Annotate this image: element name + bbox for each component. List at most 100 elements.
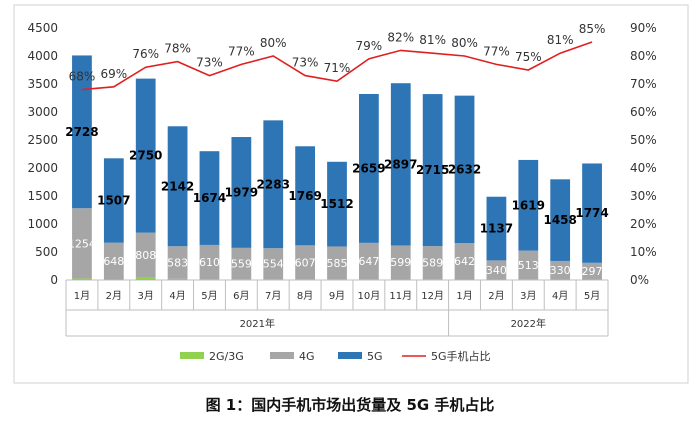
- legend-label: 5G手机占比: [431, 349, 491, 363]
- bar-2g3g: [358, 279, 379, 280]
- y-left-tick-label: 3500: [27, 77, 58, 91]
- bar-4g: [422, 246, 443, 280]
- x-tick-label: 6月: [233, 290, 249, 302]
- bar-2g3g: [518, 279, 539, 280]
- y-right-tick-label: 50%: [630, 133, 657, 147]
- y-right-tick-label: 30%: [630, 189, 657, 203]
- data-label-4g: 330: [550, 264, 571, 277]
- x-tick-label: 1月: [74, 290, 90, 302]
- bar-5g: [390, 83, 411, 246]
- x-tick-label: 10月: [358, 290, 381, 302]
- bar-5g: [231, 137, 252, 248]
- bar-5g: [582, 163, 602, 263]
- data-label-4g: 610: [199, 256, 220, 269]
- chart-frame: [13, 4, 689, 384]
- data-label-5g: 2632: [448, 162, 481, 176]
- y-left-tick-label: 500: [35, 245, 58, 259]
- bar-2g3g: [199, 279, 220, 280]
- bar-4g: [167, 246, 188, 279]
- bar-5g: [103, 158, 124, 243]
- data-label-4g: 607: [295, 256, 316, 269]
- data-label-pct: 76%: [132, 47, 159, 61]
- bar-4g: [263, 248, 284, 280]
- line-layer: [81, 41, 593, 91]
- bar-2g3g: [103, 278, 124, 280]
- data-label-4g: 297: [582, 265, 603, 278]
- y-right-tick-label: 10%: [630, 245, 657, 259]
- bar-2g3g: [486, 279, 507, 280]
- data-label-5g: 1769: [288, 189, 321, 203]
- x-tick-label: 4月: [552, 290, 568, 302]
- legend-swatch: [338, 352, 362, 359]
- labels-layer: 1254 2728 648 1507 808 2750 583 2142 610 1674 559 1…: [65, 22, 609, 278]
- bar-2g3g: [72, 278, 92, 280]
- y-left-tick-label: 1500: [27, 189, 58, 203]
- bar-4g: [199, 244, 220, 280]
- bar-4g: [454, 243, 475, 279]
- data-label-5g: 1979: [225, 185, 258, 199]
- data-label-pct: 71%: [324, 61, 351, 75]
- y-right-tick-label: 80%: [630, 49, 657, 63]
- bar-5g: [422, 94, 443, 247]
- x-tick-label: 1月: [456, 290, 472, 302]
- data-label-4g: 642: [454, 255, 475, 268]
- data-label-4g: 585: [327, 257, 348, 270]
- y-left-tick-label: 4000: [27, 49, 58, 63]
- data-label-pct: 68%: [69, 70, 96, 84]
- bar-4g: [295, 245, 316, 280]
- bar-5g: [295, 146, 316, 246]
- bar-2g3g: [263, 279, 284, 280]
- data-label-pct: 81%: [547, 33, 574, 47]
- bar-5g: [327, 161, 347, 247]
- bar-4g: [486, 260, 507, 280]
- data-label-pct: 73%: [292, 56, 319, 70]
- data-label-5g: 2659: [352, 161, 385, 175]
- bar-2g3g: [550, 279, 571, 280]
- legend-swatch: [270, 352, 294, 359]
- data-label-5g: 2715: [416, 163, 449, 177]
- data-label-4g: 808: [135, 249, 156, 262]
- data-label-5g: 2142: [161, 179, 194, 193]
- bar-2g3g: [422, 279, 443, 280]
- data-label-pct: 80%: [451, 36, 478, 50]
- bar-2g3g: [582, 279, 602, 280]
- y-left-tick-label: 3000: [27, 105, 58, 119]
- data-label-5g: 1458: [543, 213, 576, 227]
- bar-2g3g: [454, 278, 475, 280]
- data-label-5g: 1512: [320, 197, 353, 211]
- y-right-tick-label: 70%: [630, 77, 657, 91]
- bar-2g3g: [295, 279, 316, 280]
- group-label: 2021年: [240, 317, 275, 330]
- x-tick-label: 2月: [488, 290, 504, 302]
- x-tick-label: 3月: [138, 290, 154, 302]
- bar-4g: [582, 262, 602, 280]
- x-tick-label: 12月: [421, 290, 444, 302]
- data-label-5g: 1619: [512, 198, 545, 212]
- data-label-5g: 1137: [480, 222, 513, 236]
- data-label-pct: 77%: [228, 44, 255, 58]
- data-label-pct: 81%: [419, 33, 446, 47]
- bar-4g: [231, 247, 252, 280]
- y-right-tick-label: 60%: [630, 105, 657, 119]
- y-right-tick-label: 0%: [630, 273, 649, 287]
- data-label-5g: 2283: [257, 177, 290, 191]
- bar-5g: [550, 179, 571, 261]
- bar-4g: [103, 242, 124, 279]
- bar-2g3g: [231, 279, 252, 280]
- bars-layer: [72, 55, 602, 280]
- y-right-tick-label: 20%: [630, 217, 657, 231]
- data-label-4g: 648: [103, 255, 124, 268]
- bar-5g: [454, 95, 475, 244]
- data-label-4g: 1254: [68, 237, 96, 250]
- data-label-5g: 2728: [65, 125, 98, 139]
- data-label-pct: 82%: [387, 30, 414, 44]
- bar-4g: [550, 260, 571, 280]
- axes-layer: 0 500 1000 1500 2000 2500 3000 3500 4000 4500 0% 10…: [27, 21, 657, 337]
- legend-layer: 2G/3G 4G 5G 5G手机占比: [180, 349, 491, 363]
- data-label-4g: 589: [422, 257, 443, 270]
- data-label-pct: 78%: [164, 42, 191, 56]
- group-label: 2022年: [511, 317, 546, 330]
- data-label-5g: 1674: [193, 191, 226, 205]
